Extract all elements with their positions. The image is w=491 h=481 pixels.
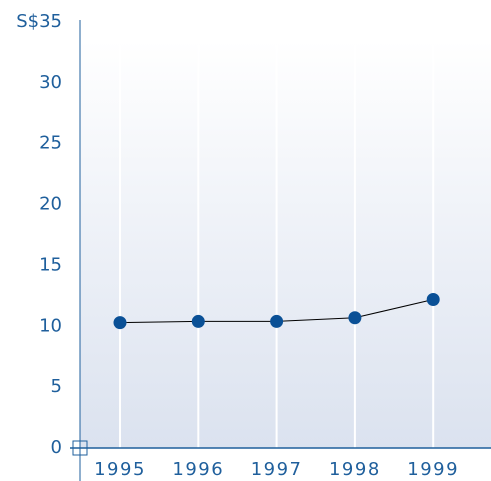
y-tick-label: S$35	[16, 11, 62, 32]
data-point	[426, 293, 440, 307]
y-tick-label: 20	[39, 194, 62, 215]
y-tick-label: 10	[39, 315, 62, 336]
x-tick-label: 1997	[251, 459, 303, 480]
data-point	[113, 316, 127, 330]
origin-box	[72, 440, 88, 456]
y-tick-label: 15	[39, 254, 62, 275]
data-point	[270, 314, 284, 328]
y-tick-label: 25	[39, 133, 62, 154]
x-tick-label: 1998	[329, 459, 381, 480]
data-point	[348, 311, 362, 325]
y-tick-label: 0	[51, 437, 62, 458]
x-tick-label: 1996	[172, 459, 224, 480]
x-tick-label: 1995	[94, 459, 146, 480]
data-point	[191, 314, 205, 328]
plot-background	[80, 40, 491, 448]
x-tick-label: 1999	[407, 459, 459, 480]
y-tick-label: 5	[51, 376, 62, 397]
y-tick-label: 30	[39, 72, 62, 93]
